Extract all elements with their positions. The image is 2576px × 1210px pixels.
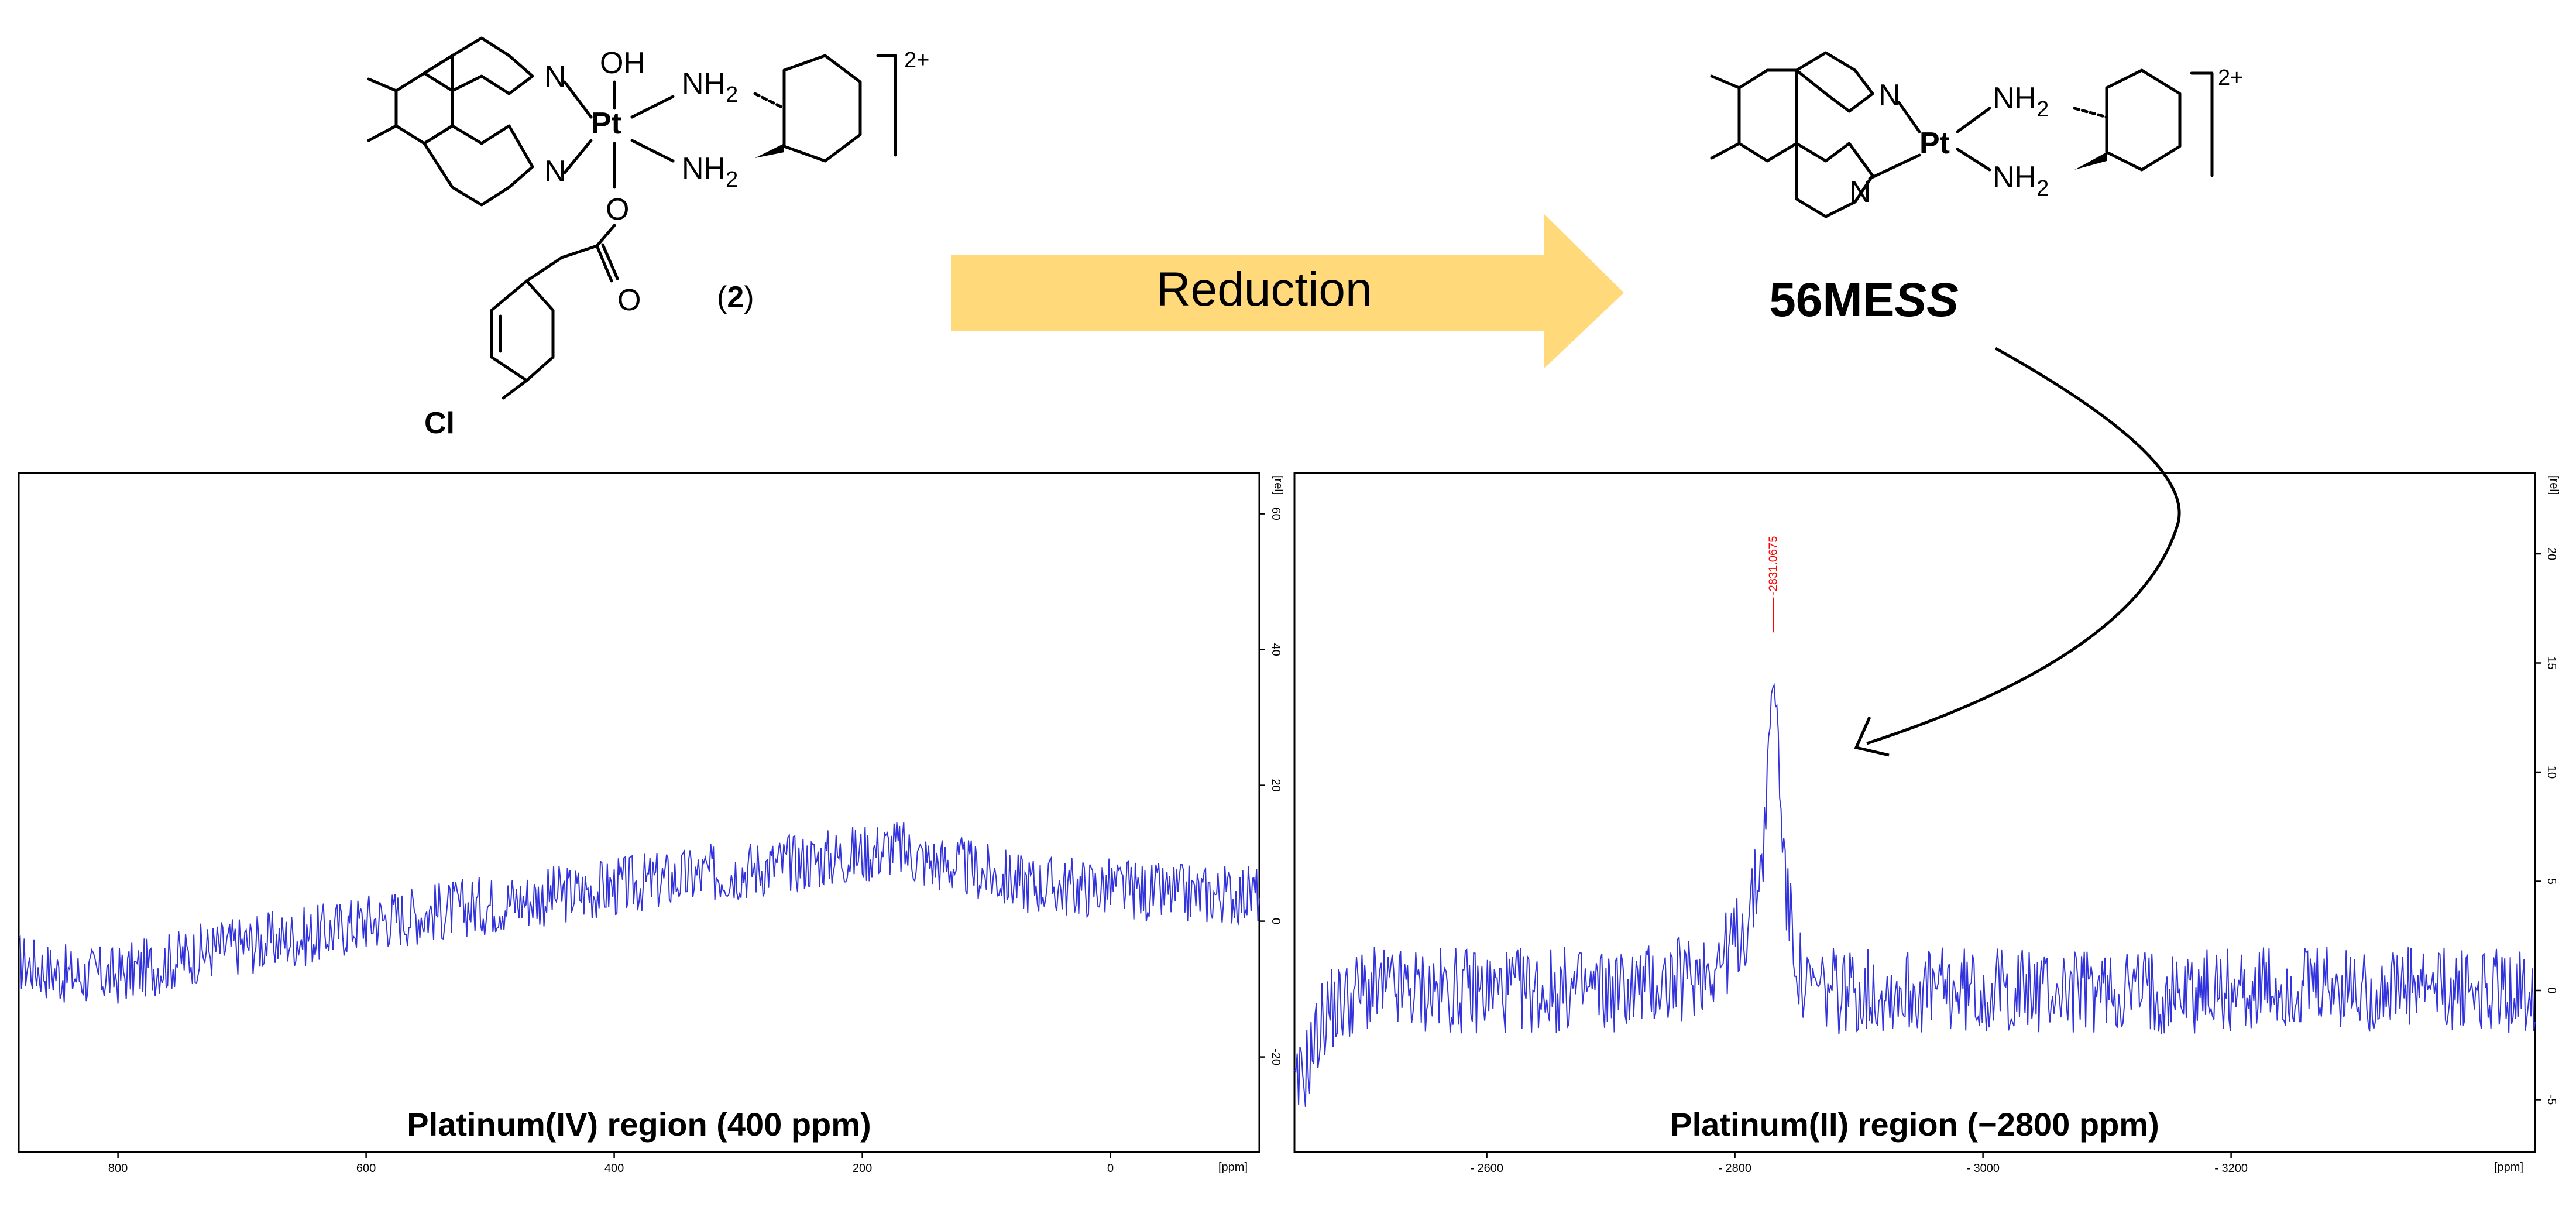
x-tick-label: - 2600	[1470, 1162, 1503, 1175]
prod-phen-middle-ring	[1737, 68, 1798, 163]
charge-bracket-reactant	[876, 54, 897, 157]
phen-lower-ring	[423, 124, 534, 207]
o-atom-carbonyl: O	[617, 283, 641, 317]
x-tick-label: 400	[604, 1162, 624, 1175]
cyclohexane-ring-product	[2105, 68, 2182, 172]
oh-group: OH	[600, 46, 645, 80]
pt-iv-plot-frame	[18, 472, 1260, 1153]
ch2-aryl-bond	[525, 256, 564, 283]
o-c-bond	[595, 224, 616, 248]
pt-iv-x-unit: [ppm]	[1218, 1161, 1248, 1174]
charge-product: 2+	[2218, 66, 2243, 90]
prod-pt-nh2-upper	[1956, 107, 1991, 133]
product-name: 56MESS	[1769, 273, 1959, 327]
product-56mess-structure: N N Pt NH2 NH2 2+ 56MESS	[1710, 51, 2243, 327]
pt-ii-x-unit: [ppm]	[2494, 1161, 2523, 1174]
o-atom-carboxylate: O	[606, 193, 629, 227]
pt-iv-signal-line	[18, 822, 1260, 1004]
compound-label: (2)	[717, 280, 754, 314]
charge-bracket-product	[2190, 71, 2214, 177]
prod-methyl-upper	[1710, 74, 1741, 90]
peak-label: -2831.0675	[1767, 536, 1780, 595]
y-tick-label: 10	[2545, 766, 2558, 779]
pt-ii-y-unit: [rel]	[2547, 475, 2560, 495]
charge-reactant: 2+	[904, 48, 929, 73]
n-atom-upper: N	[544, 60, 566, 94]
prod-phen-upper-ring	[1795, 51, 1874, 113]
y-tick-label: 5	[2545, 878, 2558, 885]
reduction-arrow: Reduction	[951, 214, 1624, 369]
peak-pointer-arrowhead	[1854, 716, 1890, 757]
prod-methyl-lower	[1710, 142, 1741, 160]
pt-iv-y-unit: [rel]	[1272, 475, 1284, 495]
n-pt-bond-upper	[563, 80, 593, 119]
x-tick-label: - 3200	[2214, 1162, 2248, 1175]
x-tick-label: - 2800	[1718, 1162, 1751, 1175]
c-ch2-bond	[560, 244, 599, 259]
pt-nh2-bond-lower	[630, 139, 675, 163]
y-tick-label: 0	[2545, 987, 2558, 993]
methyl-bond-upper	[367, 77, 398, 92]
pt-ii-plot-frame	[1293, 472, 2536, 1153]
y-tick-label: 40	[1269, 643, 1282, 656]
cyclohexane-ring-reactant	[782, 54, 862, 163]
pt-ii-y-axis: 20 15 10 5 0 -5	[2535, 547, 2558, 1105]
n-pt-bond-lower	[563, 139, 593, 174]
pt-ii-spectrum: - 2600 - 2800 - 3000 - 3200 20 15 10 5 0 -5 [ppm…	[1293, 472, 2560, 1175]
prod-n-atom-upper: N	[1878, 78, 1901, 112]
y-tick-label: 60	[1269, 507, 1282, 520]
pt-iv-x-axis: 800 600 400 200 0	[108, 1152, 1114, 1175]
x-tick-label: 800	[108, 1162, 128, 1175]
x-tick-label: 0	[1107, 1162, 1114, 1175]
prod-n-pt-upper	[1897, 101, 1921, 133]
pt-iv-y-axis: 60 40 20 0 -20	[1259, 507, 1282, 1065]
x-tick-label: - 3000	[1966, 1162, 2000, 1175]
nh2-lower-reactant: NH2	[682, 152, 738, 192]
nh2-upper-reactant: NH2	[682, 67, 738, 107]
pt-ii-x-axis: - 2600 - 2800 - 3000 - 3200	[1470, 1152, 2248, 1175]
prod-n-atom-lower: N	[1849, 175, 1871, 209]
methyl-bond-lower	[367, 124, 398, 142]
prod-stereo-wedge	[2074, 152, 2107, 170]
prod-stereo-hash	[2073, 107, 2108, 119]
pt-atom-product: Pt	[1919, 126, 1950, 160]
x-tick-label: 200	[853, 1162, 872, 1175]
phen-upper-ring	[423, 36, 534, 95]
y-tick-label: -5	[2545, 1095, 2558, 1105]
chloro-atom: Cl	[424, 406, 455, 440]
c-carbonyl-bond	[595, 244, 613, 283]
y-tick-label: 0	[1269, 918, 1282, 924]
compound-2-structure: N N Pt OH O O Cl NH2 NH2 2+ (2	[367, 36, 929, 440]
stereo-hash-bond	[753, 92, 786, 110]
reduction-label: Reduction	[1156, 263, 1372, 316]
pt-iv-region-title: Platinum(IV) region (400 ppm)	[407, 1106, 871, 1143]
y-tick-label: 20	[2545, 547, 2558, 560]
prod-pt-nh2-lower	[1956, 148, 1991, 172]
pt-nh2-bond-upper	[630, 95, 675, 119]
nh2-upper-product: NH2	[1993, 81, 2049, 122]
y-tick-label: -20	[1269, 1048, 1282, 1065]
pt-atom-reactant: Pt	[591, 107, 621, 140]
pt-ii-region-title: Platinum(II) region (−2800 ppm)	[1670, 1106, 2159, 1143]
stereo-wedge-bond	[755, 143, 784, 158]
y-tick-label: 20	[1269, 779, 1282, 791]
reduction-arrow-shape	[951, 214, 1624, 369]
pt-ii-signal-line	[1294, 683, 2536, 1107]
n-atom-lower: N	[544, 155, 566, 188]
prod-n-pt-lower	[1868, 153, 1921, 180]
c-cl-bond	[502, 379, 528, 400]
x-tick-label: 600	[356, 1162, 376, 1175]
peak-pointer-arrow	[1866, 347, 2181, 745]
y-tick-label: 15	[2545, 656, 2558, 669]
prod-phen-lower-ring	[1795, 142, 1874, 218]
c-carbonyl-double	[601, 243, 619, 280]
nh2-lower-product: NH2	[1993, 160, 2049, 201]
